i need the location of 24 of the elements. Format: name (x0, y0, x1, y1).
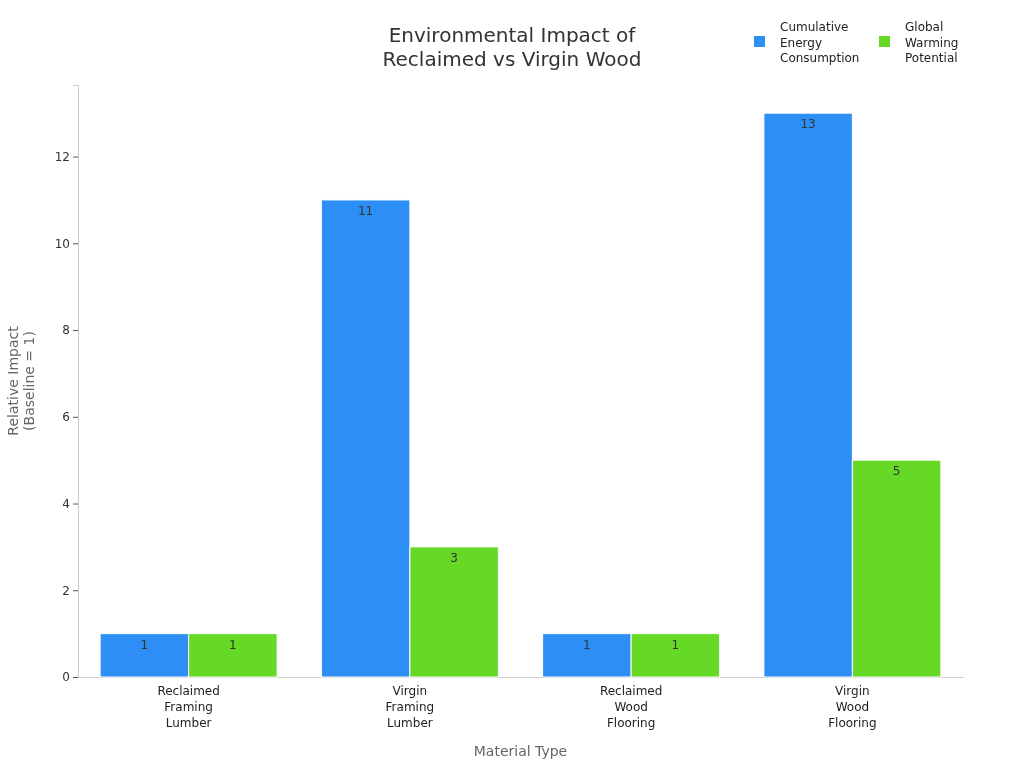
y-tick-label: 12 (54, 149, 70, 164)
x-tick-label: Reclaimed Wood Flooring (599, 684, 663, 730)
data-label: 13 (800, 117, 816, 132)
y-tick-label: 8 (62, 323, 70, 338)
data-label: 11 (357, 203, 374, 218)
chart-title: Environmental Impact of Reclaimed vs Virgin Wood (382, 23, 642, 71)
x-tick-label: Virgin Wood Flooring (828, 684, 877, 730)
y-tick-label: 10 (54, 236, 70, 251)
y-tick-label: 4 (62, 496, 70, 511)
data-label: 1 (583, 637, 591, 652)
x-tick-label: Virgin Framing Lumber (385, 684, 435, 730)
y-axis-title: Relative Impact (Baseline = 1) (5, 325, 37, 436)
y-tick-label: 2 (62, 583, 70, 598)
legend-label: Cumulative Energy Consumption (780, 20, 860, 65)
y-tick-label: 6 (62, 410, 70, 425)
y-tick-label: 0 (62, 670, 70, 685)
data-label: 5 (892, 464, 901, 479)
data-label: 1 (671, 637, 680, 652)
x-axis-title: Material Type (473, 743, 568, 759)
data-label: 1 (140, 637, 149, 652)
data-label: 1 (229, 637, 237, 652)
x-tick-label: Reclaimed Framing Lumber (157, 684, 220, 730)
data-label: 3 (450, 550, 458, 565)
legend-label: Global Warming Potential (905, 20, 959, 65)
